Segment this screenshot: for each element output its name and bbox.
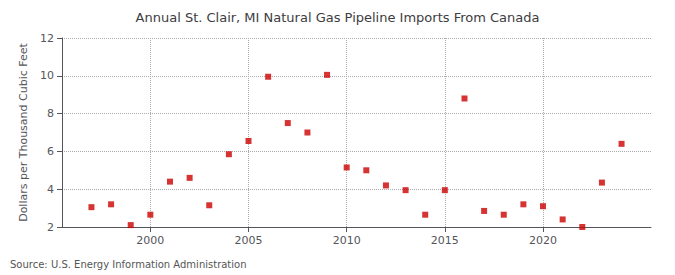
svg-text:2010: 2010 [333,234,361,247]
svg-text:2: 2 [47,221,54,234]
svg-text:2005: 2005 [235,234,263,247]
svg-text:8: 8 [47,107,54,120]
svg-text:Source: U.S. Energy Informatio: Source: U.S. Energy Information Administ… [10,259,247,270]
svg-text:12: 12 [40,32,54,45]
svg-text:2015: 2015 [431,234,459,247]
svg-text:4: 4 [47,183,54,196]
svg-text:Annual St. Clair, MI Natural G: Annual St. Clair, MI Natural Gas Pipelin… [136,10,540,25]
svg-text:2020: 2020 [529,234,557,247]
svg-text:Dollars per Thousand Cubic Fee: Dollars per Thousand Cubic Feet [17,42,30,221]
svg-text:2000: 2000 [136,234,164,247]
svg-text:10: 10 [40,69,54,82]
svg-text:6: 6 [47,145,54,158]
